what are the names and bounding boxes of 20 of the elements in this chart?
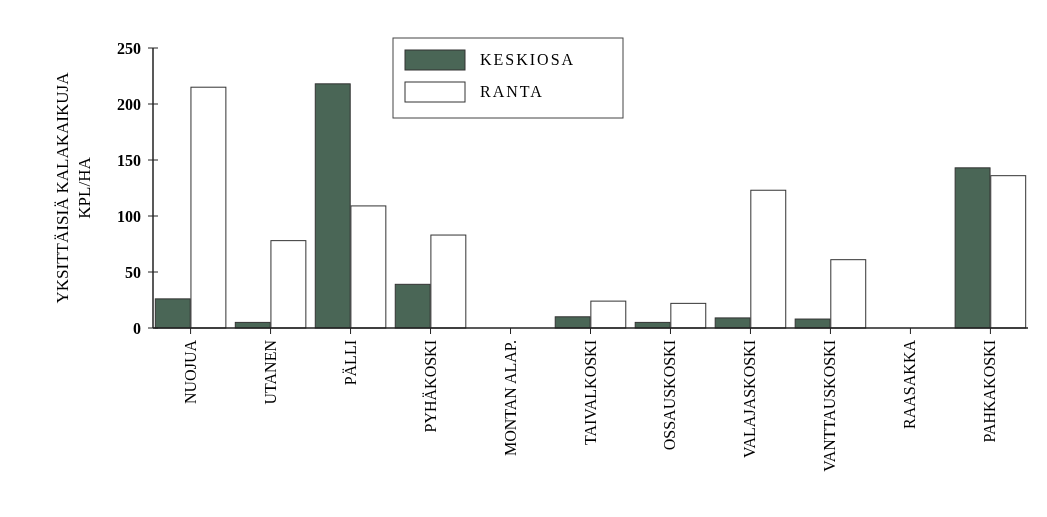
x-tick-label: OSSAUSKOSKI: [661, 340, 679, 451]
y-tick-label: 50: [125, 263, 141, 281]
x-tick-label: PÄLLI: [341, 340, 359, 386]
legend-label: RANTA: [480, 83, 544, 100]
x-tick-label: RAASAKKA: [901, 339, 919, 429]
y-tick-label: 150: [117, 151, 141, 169]
x-tick-label: NUOJUA: [181, 339, 199, 404]
legend-label: KESKIOSA: [480, 51, 576, 68]
x-tick-label: VALAJASKOSKI: [741, 340, 759, 458]
y-axis-title: YKSITTÄISIÄ KALAKAIKUJA KPL/HA: [53, 71, 94, 304]
y-tick-label: 250: [117, 39, 141, 57]
y-tick-label: 200: [117, 95, 141, 113]
x-tick-label: PYHÄKOSKI: [421, 340, 439, 433]
x-tick-label: VANTTAUSKOSKI: [821, 340, 839, 472]
x-tick-label: UTANEN: [261, 339, 279, 405]
y-tick-label: 100: [117, 207, 141, 225]
x-tick-label: MONTAN ALAP.: [501, 340, 519, 457]
x-tick-label: TAIVALKOSKI: [581, 340, 599, 446]
y-tick-label: 0: [133, 319, 141, 337]
x-tick-label: PAHKAKOSKI: [981, 340, 999, 443]
